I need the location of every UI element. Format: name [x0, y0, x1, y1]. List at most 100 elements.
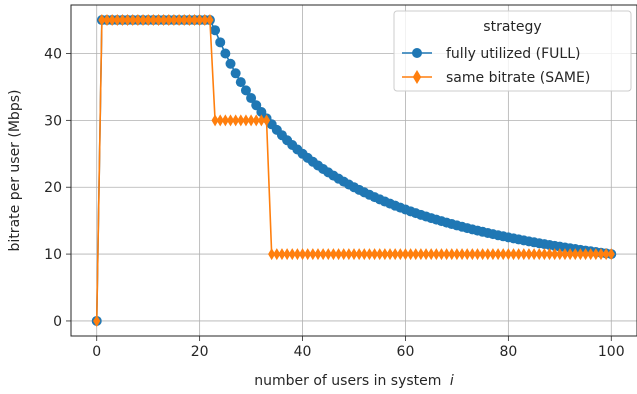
- data-point: [422, 248, 430, 261]
- data-point: [240, 85, 251, 96]
- data-point: [365, 248, 374, 261]
- data-point: [535, 248, 543, 261]
- data-point: [355, 248, 363, 261]
- data-point: [180, 14, 188, 27]
- data-point: [319, 248, 327, 261]
- data-point: [288, 248, 296, 261]
- data-point: [499, 248, 507, 261]
- data-point: [566, 248, 574, 261]
- data-point: [509, 248, 518, 261]
- data-point: [225, 58, 236, 69]
- legend-marker: [412, 48, 422, 58]
- data-point: [324, 248, 332, 261]
- legend: strategy fully utilized (FULL) same bitrat…: [393, 10, 632, 92]
- data-point: [334, 248, 343, 261]
- data-point: [221, 114, 229, 127]
- data-point: [376, 248, 384, 261]
- data-point: [230, 68, 241, 79]
- data-point: [226, 114, 235, 127]
- data-point: [108, 14, 116, 27]
- data-point: [386, 248, 394, 261]
- data-point: [520, 248, 528, 261]
- legend-item-full: fully utilized (FULL): [402, 46, 580, 62]
- data-point: [215, 37, 226, 48]
- data-point: [309, 248, 317, 261]
- data-point: [581, 248, 590, 261]
- data-point: [201, 14, 209, 27]
- data-point: [587, 248, 595, 261]
- data-point: [545, 248, 554, 261]
- x-axis-label-text: number of users in system: [254, 373, 441, 389]
- x-tick-label-20: 20: [191, 344, 209, 360]
- data-point: [350, 248, 358, 261]
- data-point: [381, 248, 389, 261]
- x-tick-label-0: 0: [92, 344, 101, 360]
- data-point: [453, 248, 461, 261]
- y-tick-label-30: 30: [44, 113, 62, 129]
- data-point: [494, 248, 502, 261]
- data-point: [247, 114, 255, 127]
- data-point: [479, 248, 487, 261]
- data-point: [93, 314, 101, 327]
- y-tick-label-40: 40: [44, 46, 62, 62]
- y-tick-label-10: 10: [44, 247, 62, 263]
- data-point: [165, 14, 173, 27]
- data-point: [149, 14, 157, 27]
- x-axis-label-variable: i: [450, 373, 454, 389]
- data-point: [432, 248, 440, 261]
- data-point: [154, 14, 163, 27]
- data-point: [473, 248, 482, 261]
- data-point: [190, 14, 199, 27]
- data-point: [396, 248, 404, 261]
- x-tick-label-100: 100: [598, 344, 625, 360]
- data-point: [345, 248, 353, 261]
- data-point: [484, 248, 492, 261]
- data-point: [196, 14, 204, 27]
- series-same: [93, 14, 615, 327]
- data-point: [242, 114, 250, 127]
- data-point: [592, 248, 600, 261]
- data-point: [571, 248, 579, 261]
- data-point: [220, 48, 231, 59]
- data-point: [401, 248, 410, 261]
- data-point: [427, 248, 435, 261]
- data-point: [298, 248, 307, 261]
- data-point: [314, 248, 322, 261]
- data-point: [206, 14, 214, 27]
- data-point: [561, 248, 569, 261]
- data-point: [458, 248, 466, 261]
- data-point: [211, 114, 219, 127]
- data-point: [252, 114, 260, 127]
- data-point: [278, 248, 286, 261]
- data-point: [246, 93, 257, 104]
- data-point: [607, 248, 615, 261]
- data-point: [556, 248, 564, 261]
- data-point: [144, 14, 152, 27]
- data-point: [103, 14, 111, 27]
- data-point: [407, 248, 415, 261]
- data-point: [273, 248, 281, 261]
- series-layer: [91, 14, 617, 327]
- data-point: [175, 14, 183, 27]
- x-tick-label-80: 80: [499, 344, 517, 360]
- legend-label: same bitrate (SAME): [446, 70, 590, 86]
- data-point: [412, 248, 420, 261]
- data-point: [134, 14, 142, 27]
- data-point: [443, 248, 451, 261]
- data-point: [210, 25, 221, 36]
- data-point: [118, 14, 127, 27]
- data-point: [448, 248, 456, 261]
- data-point: [113, 14, 121, 27]
- data-point: [124, 14, 132, 27]
- data-point: [391, 248, 399, 261]
- data-point: [576, 248, 584, 261]
- data-point: [235, 77, 246, 88]
- data-point: [360, 248, 368, 261]
- data-point: [602, 248, 610, 261]
- data-point: [232, 114, 240, 127]
- data-point: [160, 14, 168, 27]
- data-point: [257, 114, 265, 127]
- data-point: [237, 114, 245, 127]
- data-point: [170, 14, 178, 27]
